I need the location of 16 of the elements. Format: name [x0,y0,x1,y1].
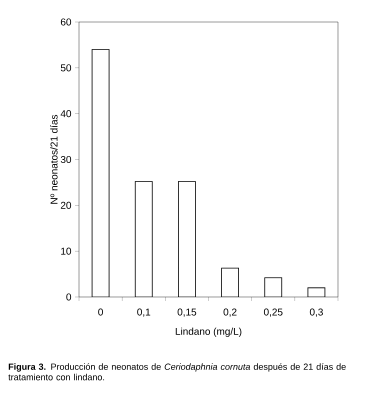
x-tick-label: 0,1 [137,308,150,317]
y-axis-title: Nº neonatos/21 días [50,114,58,204]
x-tick-label: 0 [98,308,103,316]
x-tick-label: 0,25 [264,308,283,317]
x-axis-title: Lindano (mg/L) [176,328,242,337]
y-tick-label: 50 [60,64,72,72]
x-tick-label: 0,2 [224,308,237,317]
x-tick-label: 0,15 [178,308,196,317]
text: Figura 3. Producción de neonatos de Ceriodaphnia cornuta después de 21 días de tratamiento con lindano. [8,363,346,380]
y-tick-label: 40 [60,110,72,118]
y-tick-label: 20 [60,202,72,209]
y-tick-label: 30 [60,156,72,164]
y-tick-label: 60 [60,18,72,26]
y-tick-label: 0 [66,293,72,301]
y-tick-label: 10 [61,248,72,255]
x-tick-label: 0,3 [310,308,323,317]
